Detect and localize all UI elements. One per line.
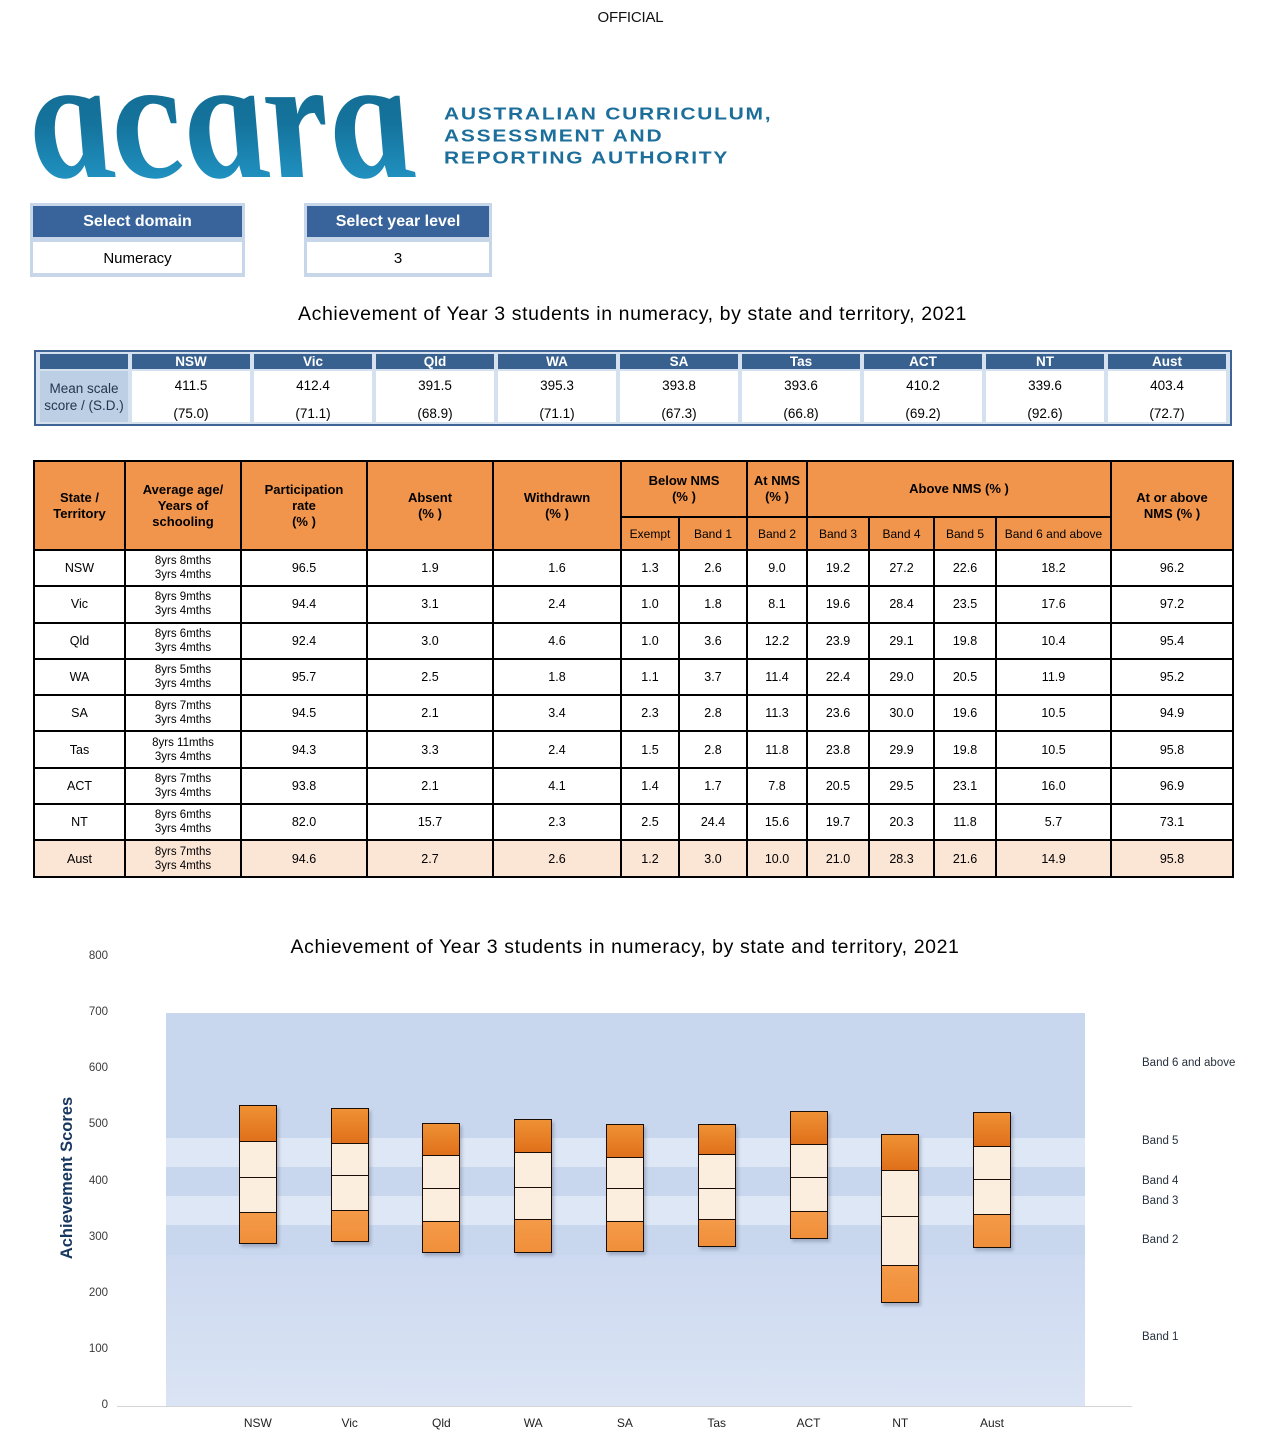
svg-text:acara: acara xyxy=(3,23,433,200)
